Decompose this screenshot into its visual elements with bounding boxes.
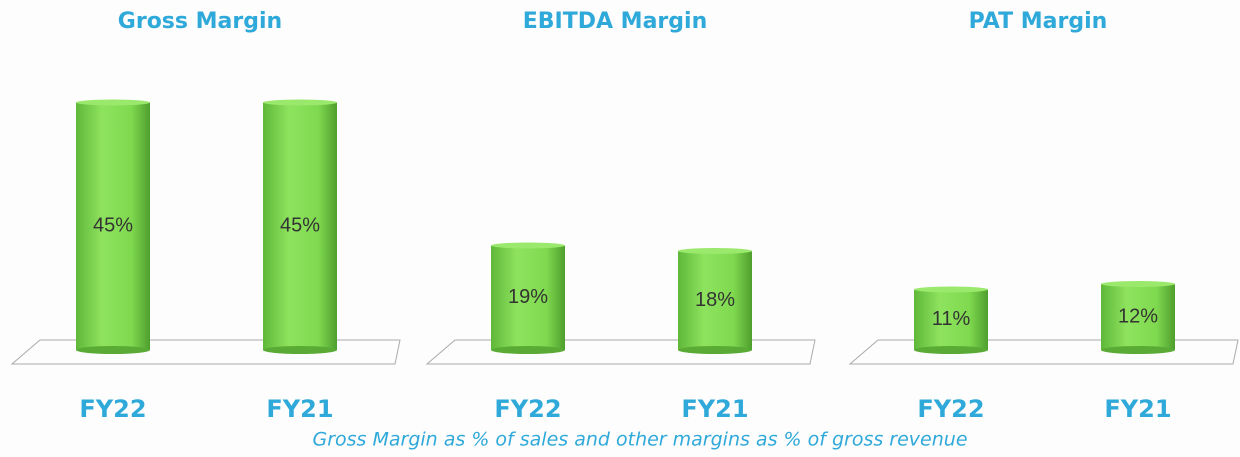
- value-label: 19%: [508, 286, 548, 308]
- bar: [263, 102, 337, 350]
- x-tick-label: FY22: [79, 395, 146, 423]
- bar: [678, 251, 752, 350]
- chart-title: PAT Margin: [969, 9, 1108, 34]
- bar: [491, 245, 565, 350]
- value-label: 11%: [932, 308, 971, 330]
- bar-base: [914, 346, 988, 354]
- x-tick-label: FY22: [917, 395, 984, 423]
- chart-title: EBITDA Margin: [523, 9, 707, 34]
- floor: [10, 339, 401, 365]
- bar-top: [1101, 281, 1175, 287]
- value-label: 12%: [1118, 305, 1158, 327]
- bar-base: [491, 346, 565, 354]
- bar-base: [1101, 346, 1175, 354]
- bar-top: [263, 99, 337, 106]
- bar: [914, 289, 988, 350]
- bar-top: [76, 99, 150, 106]
- bar-base: [76, 346, 150, 354]
- floor: [425, 339, 816, 365]
- bar-top: [491, 242, 565, 249]
- bar-base: [678, 346, 752, 354]
- x-tick-label: FY21: [681, 395, 748, 423]
- bar: [76, 102, 150, 350]
- floor: [848, 339, 1239, 365]
- value-label: 45%: [93, 215, 133, 237]
- chart-title: Gross Margin: [118, 9, 282, 34]
- value-label: 45%: [280, 215, 320, 237]
- x-tick-label: FY21: [1104, 395, 1171, 423]
- bar: [1101, 284, 1175, 350]
- bar-top: [914, 286, 988, 293]
- bar-base: [263, 346, 337, 354]
- value-label: 18%: [695, 289, 735, 311]
- bar-top: [678, 248, 752, 254]
- x-tick-label: FY22: [494, 395, 561, 423]
- caption: Gross Margin as % of sales and other mar…: [312, 429, 967, 451]
- x-tick-label: FY21: [266, 395, 333, 423]
